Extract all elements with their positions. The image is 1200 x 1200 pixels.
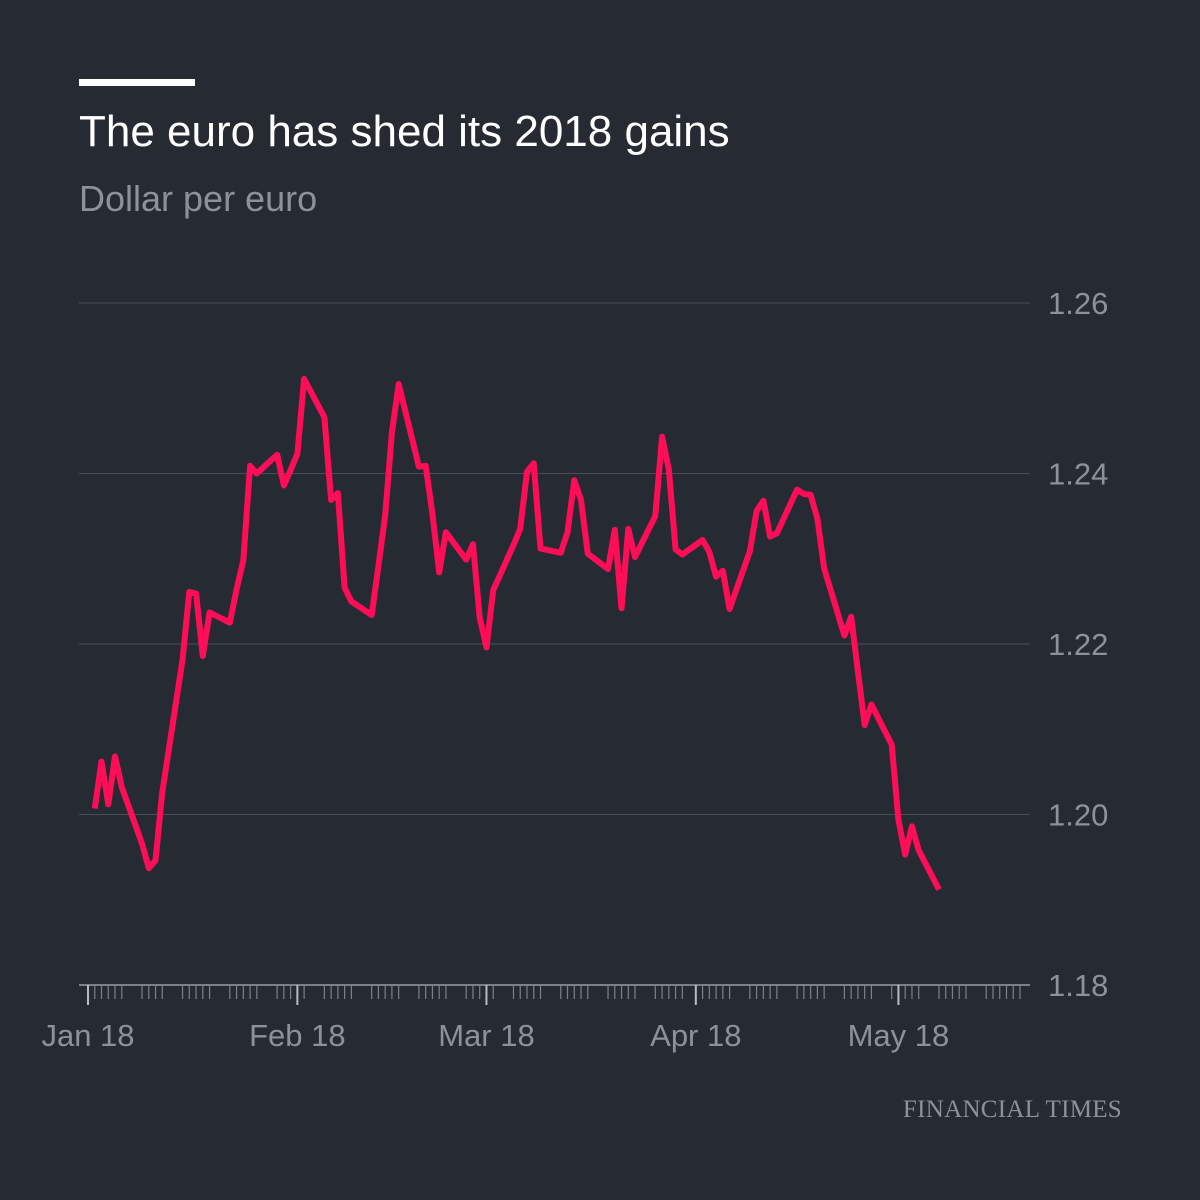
- source-credit: FINANCIAL TIMES: [902, 1096, 1122, 1123]
- title-accent-bar: [79, 79, 195, 86]
- x-tick-label: Mar 18: [438, 1018, 534, 1053]
- y-tick-label: 1.20: [1048, 798, 1108, 833]
- y-tick-label: 1.18: [1048, 968, 1108, 1003]
- series-layer: [91, 375, 942, 891]
- y-tick-label: 1.26: [1048, 286, 1108, 321]
- chart-title: The euro has shed its 2018 gains: [79, 107, 730, 156]
- x-axis: [79, 984, 1030, 1005]
- y-tick-label: 1.24: [1048, 457, 1108, 492]
- chart-subtitle: Dollar per euro: [79, 178, 318, 219]
- y-tick-label: 1.22: [1048, 627, 1108, 662]
- grid-lines: [79, 302, 1030, 815]
- y-axis-labels: 1.18 1.20 1.22 1.24 1.26: [1048, 286, 1108, 1003]
- x-tick-label: May 18: [848, 1018, 950, 1053]
- series-line-eur-usd: [91, 375, 942, 891]
- x-tick-label: Apr 18: [650, 1018, 741, 1053]
- x-tick-label: Feb 18: [249, 1018, 346, 1053]
- x-tick-label: Jan 18: [41, 1018, 134, 1053]
- x-axis-labels: Jan 18 Feb 18 Mar 18 Apr 18 May 18: [41, 1018, 949, 1053]
